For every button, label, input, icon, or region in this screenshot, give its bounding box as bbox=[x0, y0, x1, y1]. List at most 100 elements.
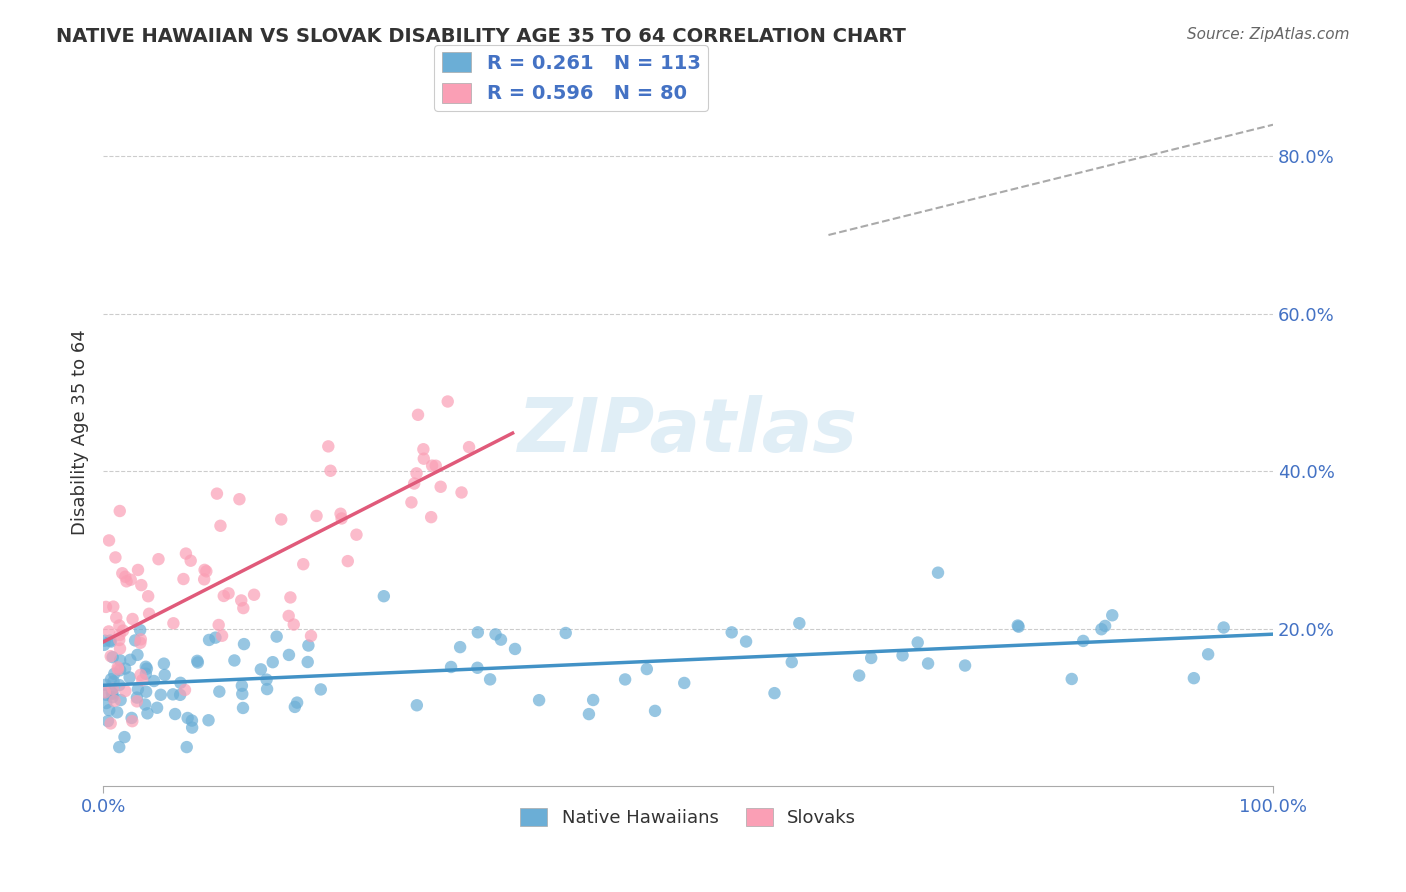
Point bbox=[212, 589, 235, 603]
Point bbox=[205, 486, 228, 500]
Point bbox=[104, 550, 127, 565]
Point bbox=[450, 485, 472, 500]
Point bbox=[181, 721, 204, 735]
Point bbox=[101, 681, 124, 696]
Point bbox=[134, 698, 156, 712]
Point bbox=[467, 625, 489, 640]
Point bbox=[108, 628, 131, 642]
Point bbox=[114, 570, 136, 584]
Point bbox=[124, 633, 146, 648]
Point bbox=[449, 640, 471, 654]
Point bbox=[176, 740, 198, 755]
Point bbox=[917, 657, 939, 671]
Point bbox=[135, 662, 157, 676]
Point bbox=[266, 630, 288, 644]
Point bbox=[283, 617, 305, 632]
Point bbox=[198, 632, 221, 647]
Point bbox=[114, 661, 136, 675]
Text: ZIPatlas: ZIPatlas bbox=[517, 395, 858, 468]
Point bbox=[644, 704, 666, 718]
Point bbox=[673, 676, 696, 690]
Point bbox=[165, 706, 187, 721]
Point bbox=[162, 616, 184, 631]
Point bbox=[121, 714, 143, 729]
Point bbox=[614, 673, 637, 687]
Point bbox=[105, 706, 128, 720]
Point bbox=[180, 554, 202, 568]
Point bbox=[98, 533, 121, 548]
Point bbox=[404, 476, 426, 491]
Point bbox=[278, 648, 301, 662]
Point bbox=[406, 408, 429, 422]
Point bbox=[780, 655, 803, 669]
Point bbox=[789, 616, 811, 631]
Point bbox=[224, 653, 246, 667]
Point bbox=[277, 609, 299, 624]
Point bbox=[243, 588, 266, 602]
Point bbox=[319, 464, 342, 478]
Point bbox=[479, 673, 502, 687]
Point bbox=[489, 632, 512, 647]
Point bbox=[146, 700, 169, 714]
Point bbox=[98, 703, 121, 717]
Point bbox=[412, 442, 434, 457]
Point bbox=[100, 672, 122, 686]
Point bbox=[94, 685, 117, 699]
Point bbox=[101, 687, 124, 701]
Point bbox=[425, 458, 447, 473]
Point bbox=[125, 694, 148, 708]
Point bbox=[100, 634, 122, 648]
Point bbox=[194, 563, 217, 577]
Point bbox=[405, 698, 427, 713]
Point bbox=[297, 655, 319, 669]
Point bbox=[436, 394, 458, 409]
Point bbox=[582, 693, 605, 707]
Point bbox=[848, 668, 870, 682]
Point bbox=[280, 591, 302, 605]
Point bbox=[136, 706, 159, 721]
Point bbox=[578, 707, 600, 722]
Point bbox=[204, 631, 226, 645]
Point bbox=[121, 612, 143, 626]
Point bbox=[107, 662, 129, 676]
Point bbox=[412, 451, 434, 466]
Point bbox=[94, 688, 117, 702]
Point bbox=[373, 589, 395, 603]
Point bbox=[256, 682, 278, 697]
Point bbox=[336, 554, 359, 568]
Point bbox=[93, 638, 115, 652]
Point bbox=[195, 564, 218, 578]
Point bbox=[101, 690, 124, 705]
Point bbox=[176, 711, 198, 725]
Point bbox=[101, 686, 124, 700]
Point bbox=[401, 495, 423, 509]
Point bbox=[209, 518, 232, 533]
Point bbox=[100, 649, 122, 664]
Point bbox=[197, 713, 219, 727]
Point bbox=[110, 693, 132, 707]
Point bbox=[228, 492, 250, 507]
Point bbox=[420, 510, 443, 524]
Point bbox=[169, 675, 191, 690]
Point bbox=[208, 618, 231, 632]
Point bbox=[129, 632, 152, 647]
Point bbox=[108, 653, 131, 667]
Point bbox=[211, 629, 233, 643]
Point bbox=[135, 666, 157, 681]
Point bbox=[330, 511, 353, 525]
Point bbox=[208, 684, 231, 698]
Point bbox=[1090, 622, 1112, 636]
Point bbox=[503, 642, 526, 657]
Point bbox=[1197, 648, 1219, 662]
Point bbox=[1007, 618, 1029, 632]
Point bbox=[735, 634, 758, 648]
Point bbox=[232, 601, 254, 615]
Point bbox=[108, 678, 131, 692]
Point bbox=[120, 653, 142, 667]
Point bbox=[115, 574, 138, 589]
Point bbox=[309, 682, 332, 697]
Text: NATIVE HAWAIIAN VS SLOVAK DISABILITY AGE 35 TO 64 CORRELATION CHART: NATIVE HAWAIIAN VS SLOVAK DISABILITY AGE… bbox=[56, 27, 905, 45]
Y-axis label: Disability Age 35 to 64: Disability Age 35 to 64 bbox=[72, 329, 89, 535]
Point bbox=[231, 593, 253, 607]
Point bbox=[103, 694, 125, 708]
